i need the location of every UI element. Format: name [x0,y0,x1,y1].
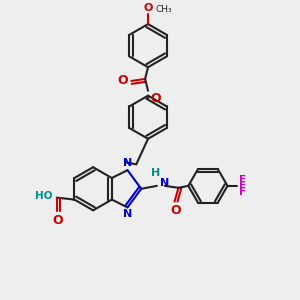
Text: O: O [118,74,128,87]
Text: O: O [143,3,153,13]
Text: O: O [150,92,160,105]
Text: F: F [239,181,246,191]
Text: F: F [239,187,246,197]
Text: F: F [239,175,246,185]
Text: N: N [123,158,132,168]
Text: HO: HO [35,191,53,201]
Text: CH₃: CH₃ [156,5,172,14]
Text: N: N [160,178,169,188]
Text: N: N [123,209,132,219]
Text: O: O [170,205,181,218]
Text: H: H [151,168,160,178]
Text: O: O [52,214,63,227]
